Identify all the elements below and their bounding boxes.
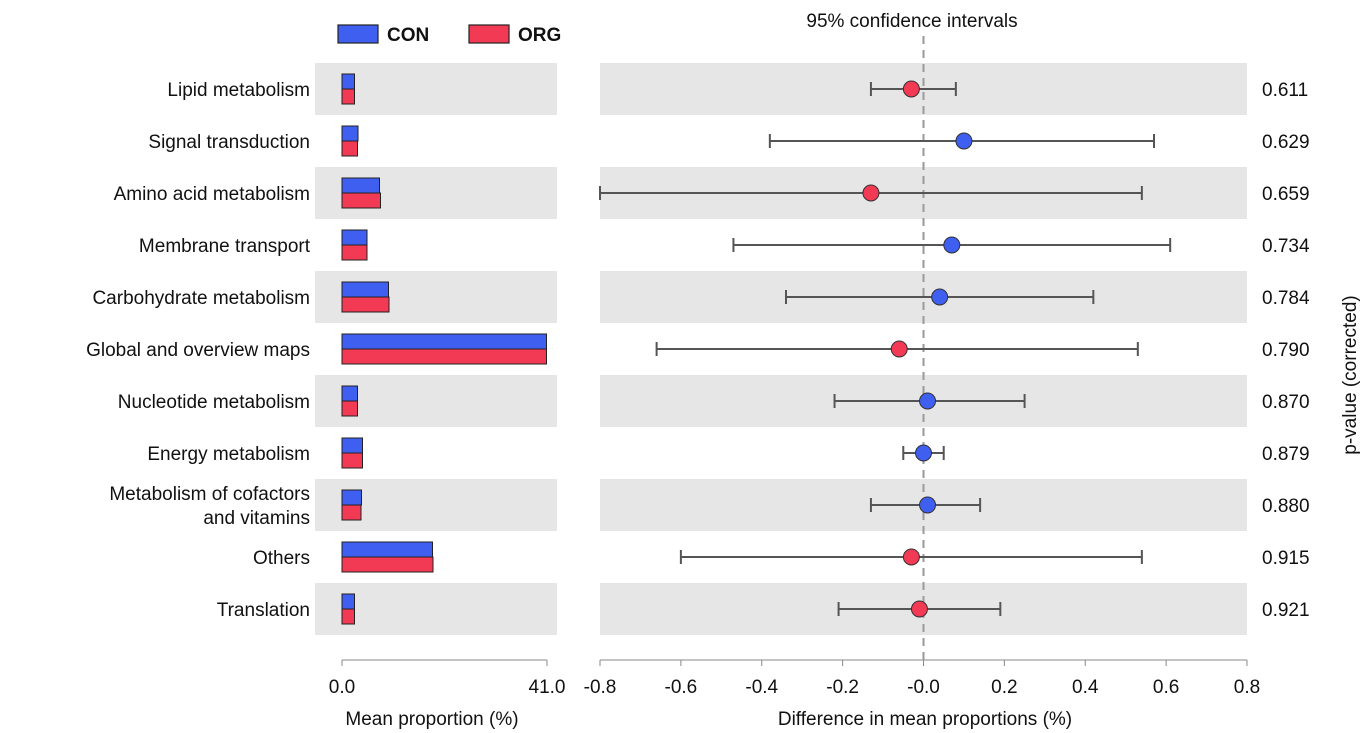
- category-label: and vitamins: [203, 508, 310, 529]
- bar-x-tick-label: 0.0: [329, 677, 355, 698]
- p-value-axis-label: p-value (corrected): [1340, 295, 1361, 454]
- ci-point: [919, 392, 937, 410]
- p-value: 0.611: [1262, 80, 1308, 101]
- ci-x-tick-label: 0.4: [1072, 677, 1099, 698]
- ci-point: [955, 132, 973, 150]
- p-value: 0.880: [1262, 496, 1310, 517]
- bar-org: [341, 88, 355, 105]
- ci-x-tick-label: -0.6: [665, 677, 698, 698]
- p-value: 0.734: [1262, 236, 1310, 257]
- category-label: Carbohydrate metabolism: [92, 288, 310, 309]
- bar-con: [341, 177, 380, 194]
- ci-x-tick-label: -0.0: [907, 677, 940, 698]
- row-band-left: [315, 63, 557, 115]
- ci-point: [919, 496, 937, 514]
- bar-con: [341, 281, 389, 298]
- category-label: Global and overview maps: [86, 340, 310, 361]
- category-label: Membrane transport: [139, 236, 311, 257]
- p-value: 0.659: [1262, 184, 1310, 205]
- legend-swatch-con: [337, 24, 379, 44]
- bar-org: [341, 608, 355, 625]
- category-label: Translation: [217, 600, 310, 621]
- bar-org: [341, 504, 362, 521]
- legend-swatch-org: [468, 24, 510, 44]
- legend-label-org: ORG: [518, 25, 561, 46]
- category-label: Energy metabolism: [147, 444, 310, 465]
- ci-point: [890, 340, 908, 358]
- ci-x-tick-label: -0.2: [826, 677, 859, 698]
- p-value: 0.870: [1262, 392, 1310, 413]
- p-value: 0.790: [1262, 340, 1310, 361]
- category-label: Metabolism of cofactors: [109, 484, 310, 505]
- bar-con: [341, 385, 358, 402]
- category-label: Lipid metabolism: [167, 80, 310, 101]
- bar-org: [341, 244, 368, 261]
- bar-x-tick-label: 41.0: [529, 677, 566, 698]
- ci-point: [862, 184, 880, 202]
- bar-panel-xlabel: Mean proportion (%): [345, 709, 518, 730]
- ci-point: [915, 444, 932, 462]
- ci-point: [902, 548, 920, 566]
- bar-org: [341, 400, 358, 417]
- bar-con: [341, 541, 433, 558]
- ci-point: [902, 80, 920, 98]
- category-label: Others: [253, 548, 310, 569]
- row-band-left: [315, 583, 557, 635]
- bar-con: [341, 437, 363, 454]
- p-value: 0.915: [1262, 548, 1310, 569]
- ci-panel-xlabel: Difference in mean proportions (%): [778, 709, 1072, 730]
- bar-con: [341, 229, 368, 246]
- bar-org: [341, 452, 363, 469]
- ci-x-tick-label: -0.8: [584, 677, 617, 698]
- bar-org: [341, 140, 358, 157]
- bar-con: [341, 73, 355, 90]
- bar-con: [341, 125, 359, 142]
- bar-con: [341, 593, 355, 610]
- p-value: 0.879: [1262, 444, 1310, 465]
- ci-x-tick-label: 0.8: [1234, 677, 1260, 698]
- mean-proportion-bars: 0.0 41.0: [329, 73, 566, 698]
- category-label: Nucleotide metabolism: [118, 392, 310, 413]
- legend: CON ORG: [337, 24, 561, 46]
- ci-x-tick-label: 0.6: [1153, 677, 1179, 698]
- category-labels: Lipid metabolism Signal transduction Amino…: [86, 80, 311, 621]
- bar-org: [341, 192, 381, 209]
- p-value-labels: 0.611 0.629 0.659 0.734 0.784 0.790 0.870 0.879…: [1262, 80, 1310, 621]
- ci-point: [943, 236, 961, 254]
- category-label: Signal transduction: [148, 132, 310, 153]
- legend-label-con: CON: [387, 25, 429, 46]
- bar-org: [341, 348, 547, 365]
- p-value: 0.784: [1262, 288, 1310, 309]
- ci-x-tick-label: -0.4: [745, 677, 778, 698]
- bar-org: [341, 296, 390, 313]
- bar-con: [341, 333, 547, 350]
- confidence-interval-panel: -0.8 -0.6 -0.4 -0.2 -0.0 0.2 0.4 0.6 0.8: [584, 36, 1260, 698]
- ci-panel-title: 95% confidence intervals: [806, 11, 1017, 32]
- p-value: 0.921: [1262, 600, 1310, 621]
- ci-point: [931, 288, 949, 306]
- bar-con: [341, 489, 362, 506]
- ci-x-tick-label: 0.2: [991, 677, 1017, 698]
- p-value: 0.629: [1262, 132, 1310, 153]
- bar-org: [341, 556, 434, 573]
- category-label: Amino acid metabolism: [114, 184, 310, 205]
- ci-point: [910, 600, 928, 618]
